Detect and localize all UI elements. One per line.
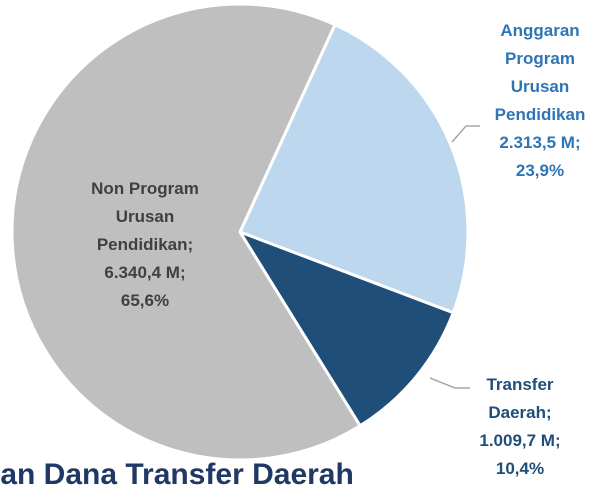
data-label-line: 6.340,4 M; (104, 263, 185, 282)
pie-slice (10, 2, 363, 462)
data-label-line: 65,6% (121, 291, 169, 310)
pie-slice (237, 22, 470, 315)
data-label: Anggaran Program Urusan Pendidikan 2.313,5 M… (495, 21, 586, 180)
leader-line (429, 377, 470, 389)
data-label-line: Anggaran (500, 21, 579, 40)
pie-slice (236, 229, 456, 428)
leader-line (451, 125, 480, 143)
data-label-line: Urusan (511, 77, 570, 96)
chart-title: ian Dana Transfer Daerah (0, 458, 354, 489)
data-label-line: Program (505, 49, 575, 68)
data-label-line: Non Program (91, 179, 199, 198)
data-label-line: 1.009,7 M; (479, 431, 560, 450)
data-label: Transfer Daerah; 1.009,7 M; 10,4% (479, 375, 560, 478)
data-label-line: Daerah; (488, 403, 551, 422)
data-label-line: Transfer (486, 375, 553, 394)
data-label-line: Pendidikan (495, 105, 586, 124)
data-label-line: 10,4% (496, 459, 544, 478)
data-label-line: 2.313,5 M; (499, 133, 580, 152)
data-label-line: Urusan (116, 207, 175, 226)
data-label-line: Pendidikan; (97, 235, 193, 254)
data-label: Non Program Urusan Pendidikan; 6.340,4 M; 65… (91, 179, 199, 310)
data-label-line: 23,9% (516, 161, 564, 180)
